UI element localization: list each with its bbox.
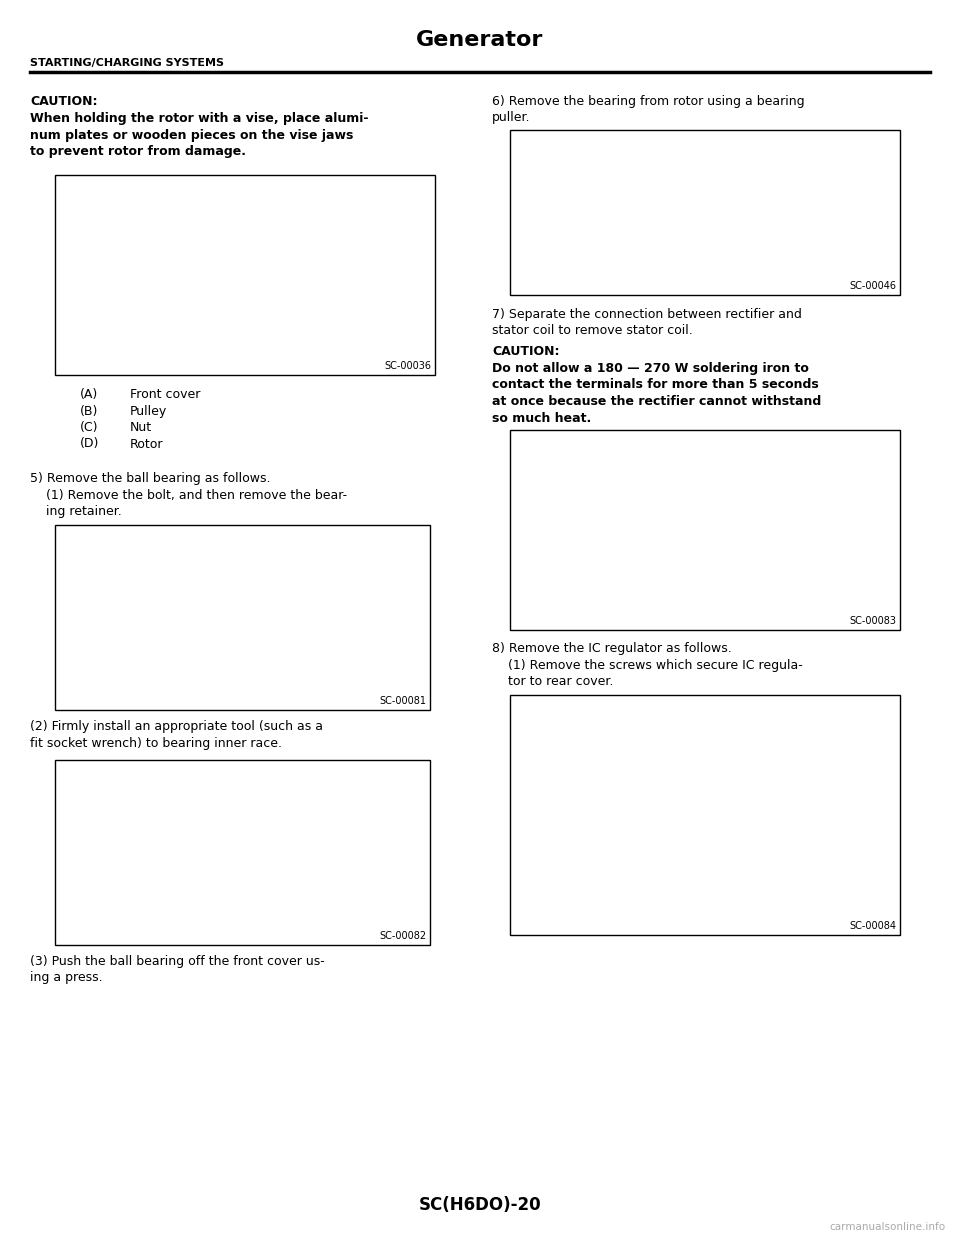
Text: When holding the rotor with a vise, place alumi-: When holding the rotor with a vise, plac… bbox=[30, 112, 369, 125]
Bar bbox=[55, 525, 430, 710]
Text: Nut: Nut bbox=[130, 421, 152, 433]
Text: ing retainer.: ing retainer. bbox=[30, 505, 122, 518]
Bar bbox=[55, 175, 435, 375]
Text: (B): (B) bbox=[80, 405, 98, 417]
Bar bbox=[510, 696, 900, 935]
Bar bbox=[510, 130, 900, 296]
Text: Rotor: Rotor bbox=[130, 437, 163, 451]
Text: (2) Firmly install an appropriate tool (such as a: (2) Firmly install an appropriate tool (… bbox=[30, 720, 323, 733]
Text: fit socket wrench) to bearing inner race.: fit socket wrench) to bearing inner race… bbox=[30, 737, 282, 749]
Text: SC-00082: SC-00082 bbox=[379, 932, 426, 941]
Text: to prevent rotor from damage.: to prevent rotor from damage. bbox=[30, 145, 246, 158]
Text: so much heat.: so much heat. bbox=[492, 411, 591, 425]
Text: SC-00046: SC-00046 bbox=[849, 281, 896, 291]
Text: STARTING/CHARGING SYSTEMS: STARTING/CHARGING SYSTEMS bbox=[30, 58, 224, 68]
Text: carmanualsonline.info: carmanualsonline.info bbox=[828, 1222, 945, 1232]
Text: num plates or wooden pieces on the vise jaws: num plates or wooden pieces on the vise … bbox=[30, 128, 353, 142]
Text: stator coil to remove stator coil.: stator coil to remove stator coil. bbox=[492, 324, 693, 338]
Text: at once because the rectifier cannot withstand: at once because the rectifier cannot wit… bbox=[492, 395, 821, 409]
Text: (1) Remove the screws which secure IC regula-: (1) Remove the screws which secure IC re… bbox=[492, 658, 803, 672]
Text: tor to rear cover.: tor to rear cover. bbox=[492, 674, 613, 688]
Text: contact the terminals for more than 5 seconds: contact the terminals for more than 5 se… bbox=[492, 379, 819, 391]
Text: Do not allow a 180 — 270 W soldering iron to: Do not allow a 180 — 270 W soldering iro… bbox=[492, 361, 809, 375]
Text: 8) Remove the IC regulator as follows.: 8) Remove the IC regulator as follows. bbox=[492, 642, 732, 655]
Text: 6) Remove the bearing from rotor using a bearing: 6) Remove the bearing from rotor using a… bbox=[492, 94, 804, 108]
Bar bbox=[55, 760, 430, 945]
Text: SC-00084: SC-00084 bbox=[849, 922, 896, 932]
Text: SC-00081: SC-00081 bbox=[379, 696, 426, 705]
Text: (1) Remove the bolt, and then remove the bear-: (1) Remove the bolt, and then remove the… bbox=[30, 488, 348, 502]
Text: Pulley: Pulley bbox=[130, 405, 167, 417]
Text: 7) Separate the connection between rectifier and: 7) Separate the connection between recti… bbox=[492, 308, 802, 320]
Text: SC(H6DO)-20: SC(H6DO)-20 bbox=[419, 1196, 541, 1213]
Text: ing a press.: ing a press. bbox=[30, 971, 103, 985]
Text: SC-00036: SC-00036 bbox=[384, 361, 431, 371]
Text: (C): (C) bbox=[80, 421, 99, 433]
Text: CAUTION:: CAUTION: bbox=[30, 94, 98, 108]
Text: 5) Remove the ball bearing as follows.: 5) Remove the ball bearing as follows. bbox=[30, 472, 271, 484]
Text: (A): (A) bbox=[80, 388, 98, 401]
Text: SC-00083: SC-00083 bbox=[849, 616, 896, 626]
Text: (D): (D) bbox=[80, 437, 100, 451]
Bar bbox=[510, 430, 900, 630]
Text: Generator: Generator bbox=[417, 30, 543, 50]
Text: puller.: puller. bbox=[492, 112, 531, 124]
Text: Front cover: Front cover bbox=[130, 388, 201, 401]
Text: (3) Push the ball bearing off the front cover us-: (3) Push the ball bearing off the front … bbox=[30, 955, 324, 968]
Text: CAUTION:: CAUTION: bbox=[492, 345, 560, 358]
